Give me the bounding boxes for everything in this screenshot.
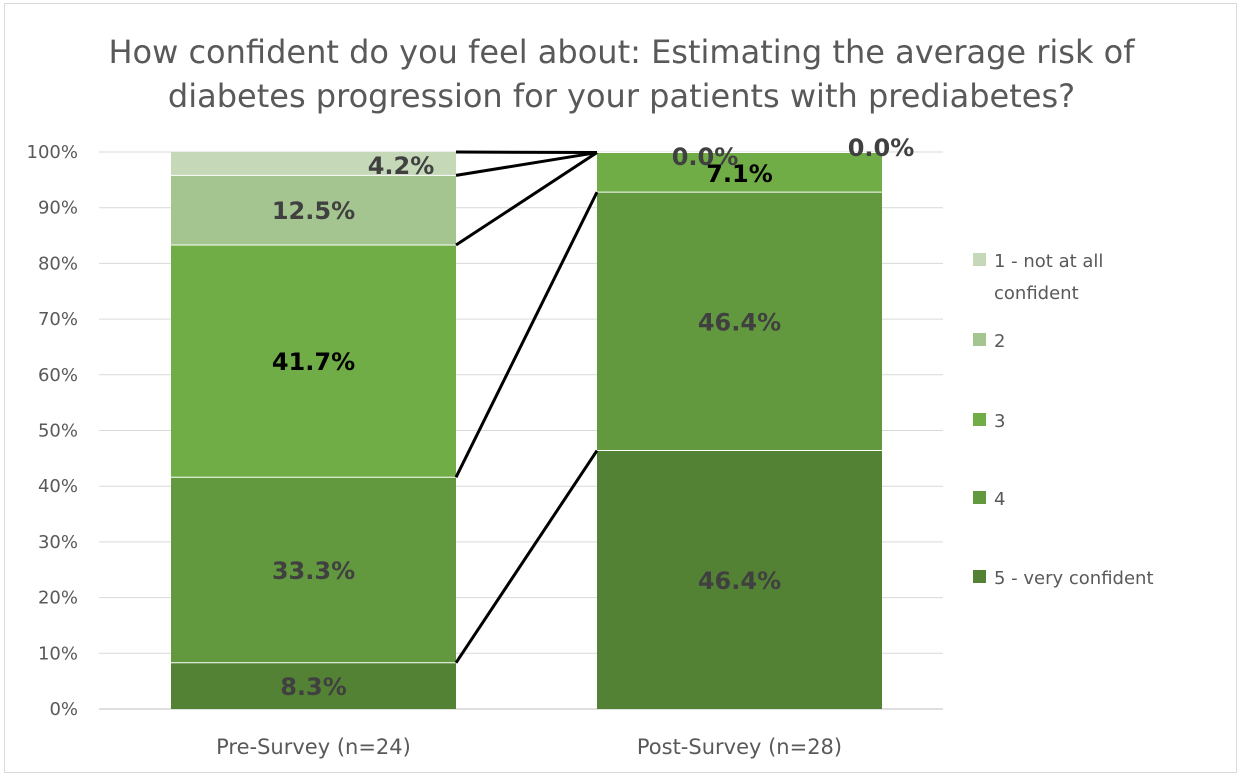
data-label: 46.4% bbox=[698, 308, 781, 336]
y-tick-label: 50% bbox=[38, 421, 78, 442]
legend-label: 1 - not at all bbox=[994, 251, 1103, 272]
legend-label: 4 bbox=[994, 489, 1005, 510]
bar-segment bbox=[597, 192, 882, 451]
data-label: 8.3% bbox=[280, 673, 347, 701]
series-line bbox=[454, 449, 599, 664]
y-tick-label: 80% bbox=[38, 253, 78, 274]
data-label: 7.1% bbox=[706, 160, 773, 188]
y-tick-label: 40% bbox=[38, 476, 78, 497]
bar-segment bbox=[171, 175, 456, 246]
series-line bbox=[455, 150, 598, 155]
bar-segment bbox=[171, 152, 456, 176]
x-category-label: Post-Survey (n=28) bbox=[637, 735, 842, 759]
legend-swatch bbox=[973, 491, 986, 504]
series-line bbox=[455, 151, 598, 177]
legend-swatch bbox=[973, 413, 986, 426]
legend-swatch bbox=[973, 333, 986, 346]
legend-label: confident bbox=[994, 283, 1079, 304]
chart-title-line-2: diabetes progression for your patients w… bbox=[167, 77, 1076, 115]
x-category-label: Pre-Survey (n=24) bbox=[216, 735, 411, 759]
chart-title-line-1: How confident do you feel about: Estimat… bbox=[108, 33, 1135, 71]
data-label: 4.2% bbox=[368, 152, 435, 180]
data-label: 41.7% bbox=[272, 348, 355, 376]
series-line bbox=[454, 191, 599, 478]
y-tick-label: 70% bbox=[38, 309, 78, 330]
y-tick-label: 90% bbox=[38, 198, 78, 219]
data-label: 0.0% bbox=[672, 143, 739, 171]
y-tick-label: 30% bbox=[38, 532, 78, 553]
y-tick-label: 10% bbox=[38, 643, 78, 664]
legend-label: 3 bbox=[994, 411, 1005, 432]
data-label: 0.0% bbox=[848, 134, 915, 162]
y-tick-label: 60% bbox=[38, 365, 78, 386]
data-label: 33.3% bbox=[272, 557, 355, 585]
legend-swatch bbox=[973, 570, 986, 583]
legend-label: 5 - very confident bbox=[994, 568, 1154, 589]
y-tick-label: 0% bbox=[49, 699, 78, 720]
data-label: 46.4% bbox=[698, 567, 781, 595]
bar-segment bbox=[597, 152, 882, 193]
legend-swatch bbox=[973, 253, 986, 266]
chart-title: How confident do you feel about: Estimat… bbox=[5, 30, 1238, 118]
bar-segment bbox=[171, 662, 456, 709]
y-tick-label: 20% bbox=[38, 588, 78, 609]
y-tick-label: 100% bbox=[27, 142, 78, 163]
series-line bbox=[455, 151, 598, 247]
data-label: 12.5% bbox=[272, 197, 355, 225]
legend-label: 2 bbox=[994, 331, 1005, 352]
bar-segment bbox=[171, 477, 456, 663]
bar-segment bbox=[597, 450, 882, 709]
bar-segment bbox=[171, 245, 456, 478]
